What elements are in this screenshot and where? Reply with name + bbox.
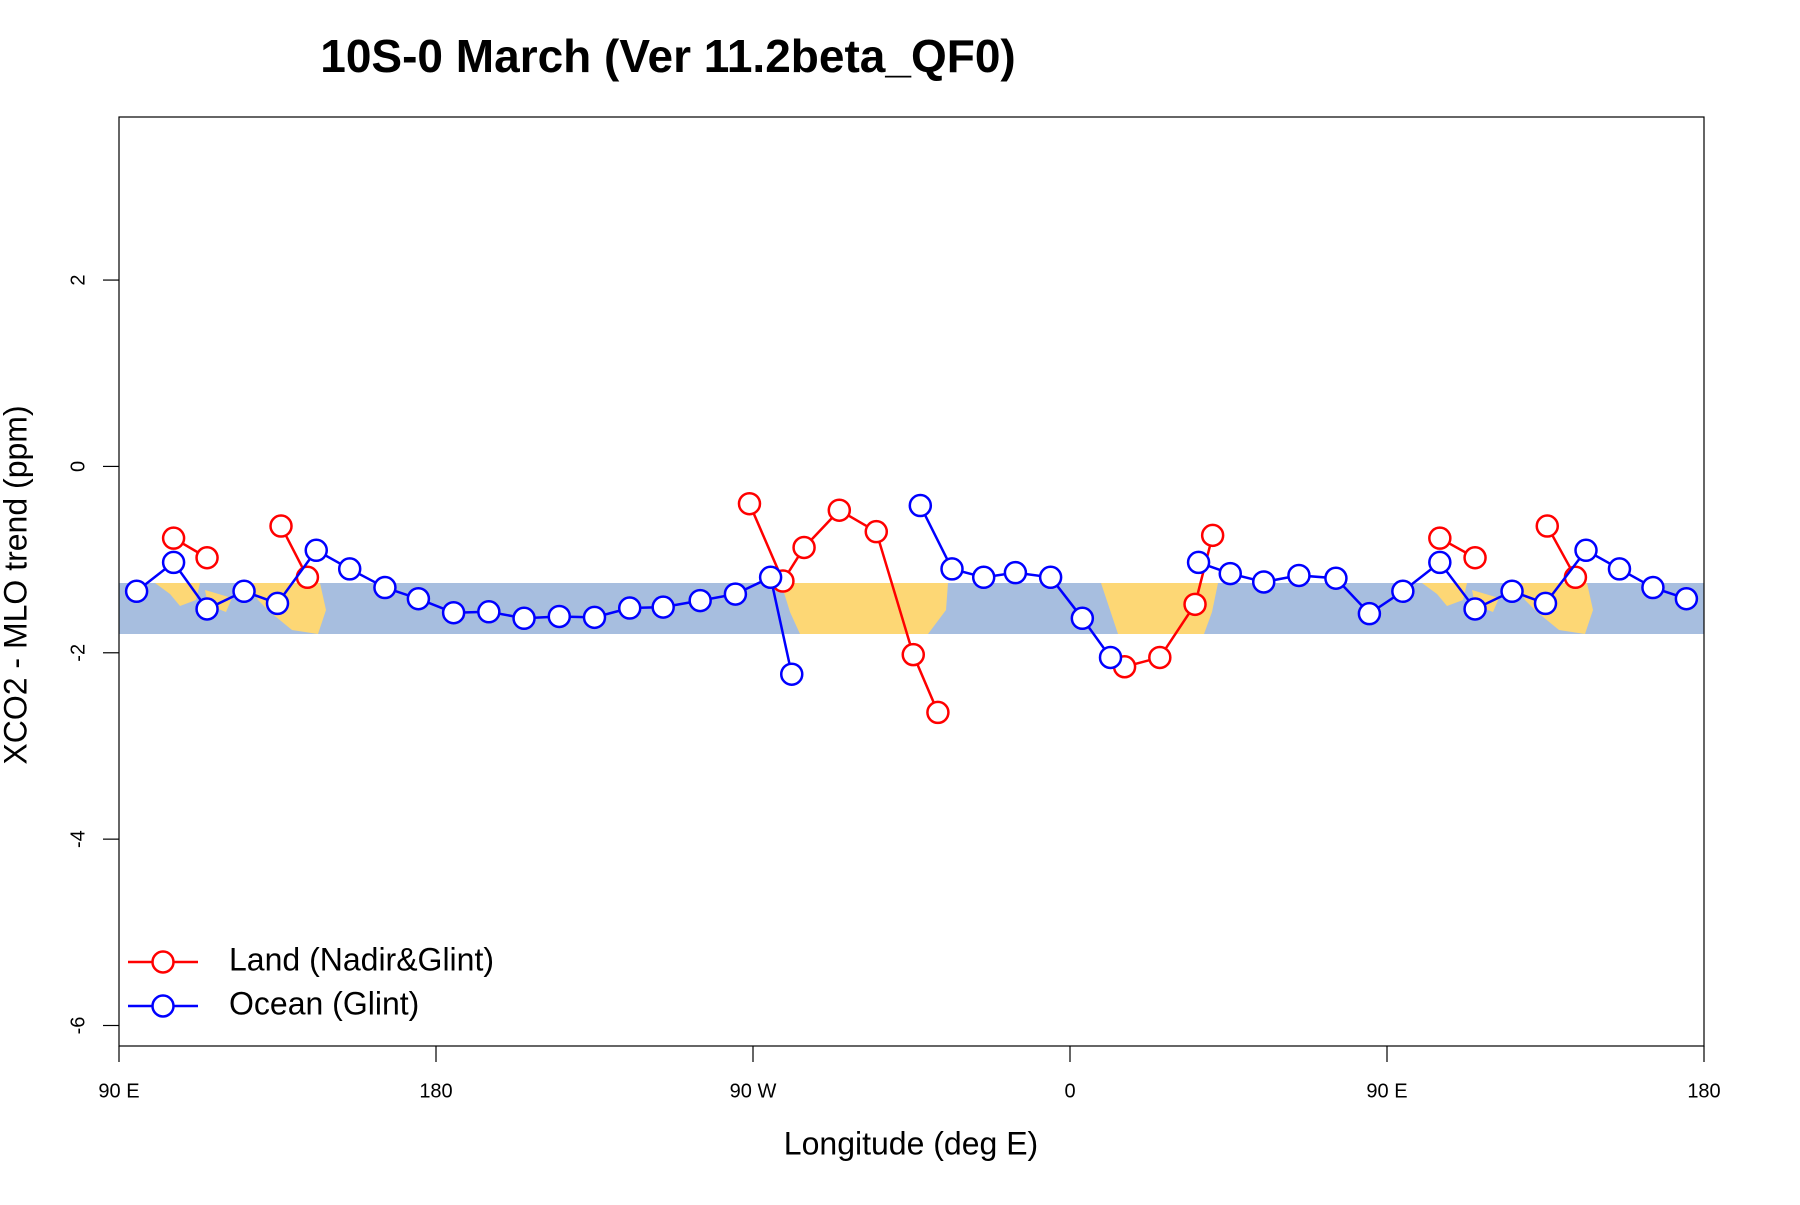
x-tick-label: 180	[1687, 1080, 1720, 1102]
data-point	[1186, 550, 1211, 575]
y-tick-label: -4	[67, 830, 89, 848]
data-point	[827, 498, 852, 522]
data-point	[1607, 557, 1632, 581]
data-point	[926, 700, 950, 725]
data-point	[1391, 579, 1415, 604]
x-axis-label: Longitude (deg E)	[784, 1125, 1038, 1161]
data-point	[1563, 565, 1588, 590]
data-point	[547, 604, 572, 629]
data-point	[737, 491, 762, 516]
y-tick-label: 0	[67, 461, 89, 472]
legend-label: Ocean (Glint)	[229, 985, 419, 1021]
data-point	[1674, 586, 1699, 611]
data-point	[441, 600, 466, 625]
x-tick-label: 0	[1064, 1080, 1075, 1102]
data-point	[779, 662, 804, 686]
x-tick-label: 90 W	[730, 1080, 777, 1102]
data-point	[1218, 561, 1243, 586]
data-point	[1500, 579, 1524, 604]
data-point	[1357, 601, 1382, 626]
data-point	[723, 582, 748, 606]
y-tick-label: -6	[67, 1017, 89, 1035]
legend: Land (Nadir&Glint) Ocean (Glint)	[128, 941, 494, 1021]
data-point	[1533, 591, 1558, 616]
data-point	[1463, 545, 1487, 570]
data-point	[1463, 597, 1487, 621]
data-point	[901, 642, 926, 667]
y-tick-label: -2	[67, 644, 89, 662]
data-point	[1098, 645, 1123, 670]
x-tick-label: 180	[419, 1080, 452, 1102]
x-tick-label: 90 E	[98, 1080, 139, 1102]
data-point	[1038, 565, 1063, 590]
data-point	[477, 600, 501, 624]
data-point	[1324, 566, 1348, 590]
data-point	[195, 597, 219, 621]
data-point	[1574, 538, 1598, 563]
data-point	[337, 557, 362, 581]
data-point	[295, 565, 320, 590]
data-point	[124, 579, 149, 604]
y-tick-label: 2	[67, 275, 89, 286]
chart-title: 10S-0 March (Ver 11.2beta_QF0)	[320, 30, 1015, 82]
data-point	[1251, 570, 1276, 594]
data-point	[1428, 526, 1452, 550]
data-point	[1070, 606, 1095, 631]
y-axis-label: XCO2 - MLO trend (ppm)	[0, 405, 33, 764]
data-point	[304, 538, 328, 563]
data-point	[864, 519, 889, 544]
data-point	[265, 591, 290, 616]
data-point	[1183, 592, 1207, 617]
data-point	[232, 579, 256, 604]
data-point	[651, 595, 675, 619]
data-point	[161, 550, 186, 575]
plot-area	[124, 491, 1699, 725]
data-point	[195, 545, 219, 570]
data-point	[1428, 550, 1452, 575]
legend-marker	[151, 994, 175, 1018]
legend-label: Land (Nadir&Glint)	[229, 941, 494, 977]
data-point	[617, 596, 642, 620]
data-point	[792, 535, 816, 560]
data-point	[1535, 514, 1560, 538]
data-point	[161, 526, 186, 550]
data-point	[269, 514, 293, 538]
data-point	[1003, 560, 1028, 585]
data-point	[1148, 645, 1172, 670]
legend-marker	[151, 950, 175, 974]
data-point	[1200, 523, 1225, 548]
data-point	[512, 606, 536, 631]
data-point	[1287, 563, 1311, 588]
axes: 90 E 180 90 W 0 90 E 180 -6 -4 -2 0 2	[67, 275, 1720, 1103]
data-point	[940, 557, 964, 581]
data-point	[971, 565, 996, 590]
data-point	[908, 493, 933, 518]
data-point	[406, 586, 431, 611]
data-point	[1641, 575, 1665, 600]
plot-frame	[118, 116, 1705, 1047]
data-point	[373, 575, 397, 600]
data-point	[688, 588, 712, 613]
x-tick-label: 90 E	[1366, 1080, 1407, 1102]
data-point	[582, 605, 607, 630]
data-point	[758, 565, 783, 590]
